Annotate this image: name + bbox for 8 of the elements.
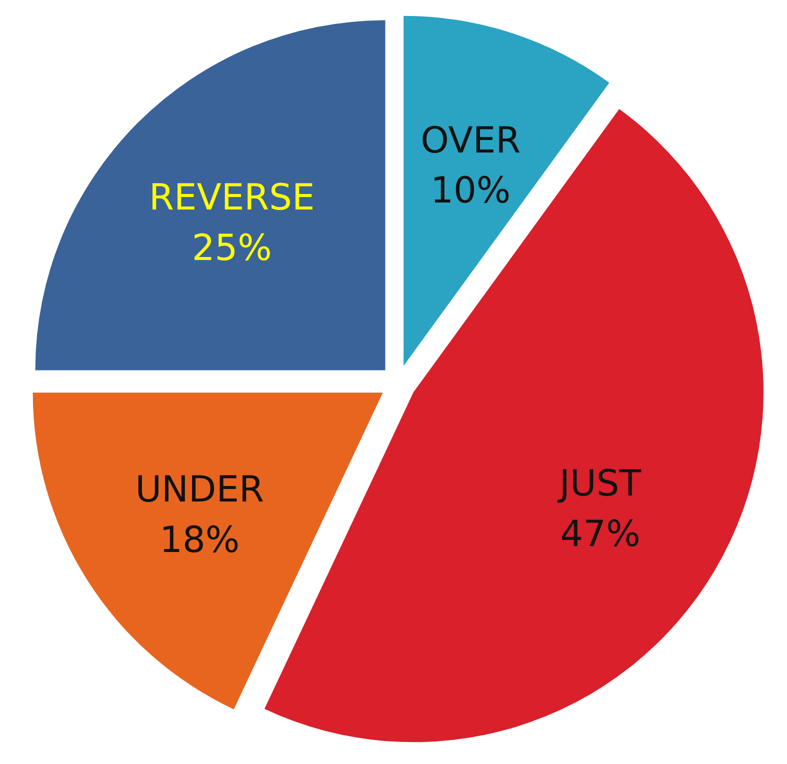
slice-label: REVERSE bbox=[148, 178, 315, 219]
slice-label: OVER bbox=[420, 120, 521, 162]
slice-label: UNDER bbox=[135, 470, 264, 511]
slice-label: JUST bbox=[557, 463, 642, 504]
data-label: 25% bbox=[192, 228, 272, 270]
data-label: 18% bbox=[160, 520, 240, 562]
data-label: 47% bbox=[560, 514, 640, 555]
data-label: 10% bbox=[430, 170, 511, 212]
